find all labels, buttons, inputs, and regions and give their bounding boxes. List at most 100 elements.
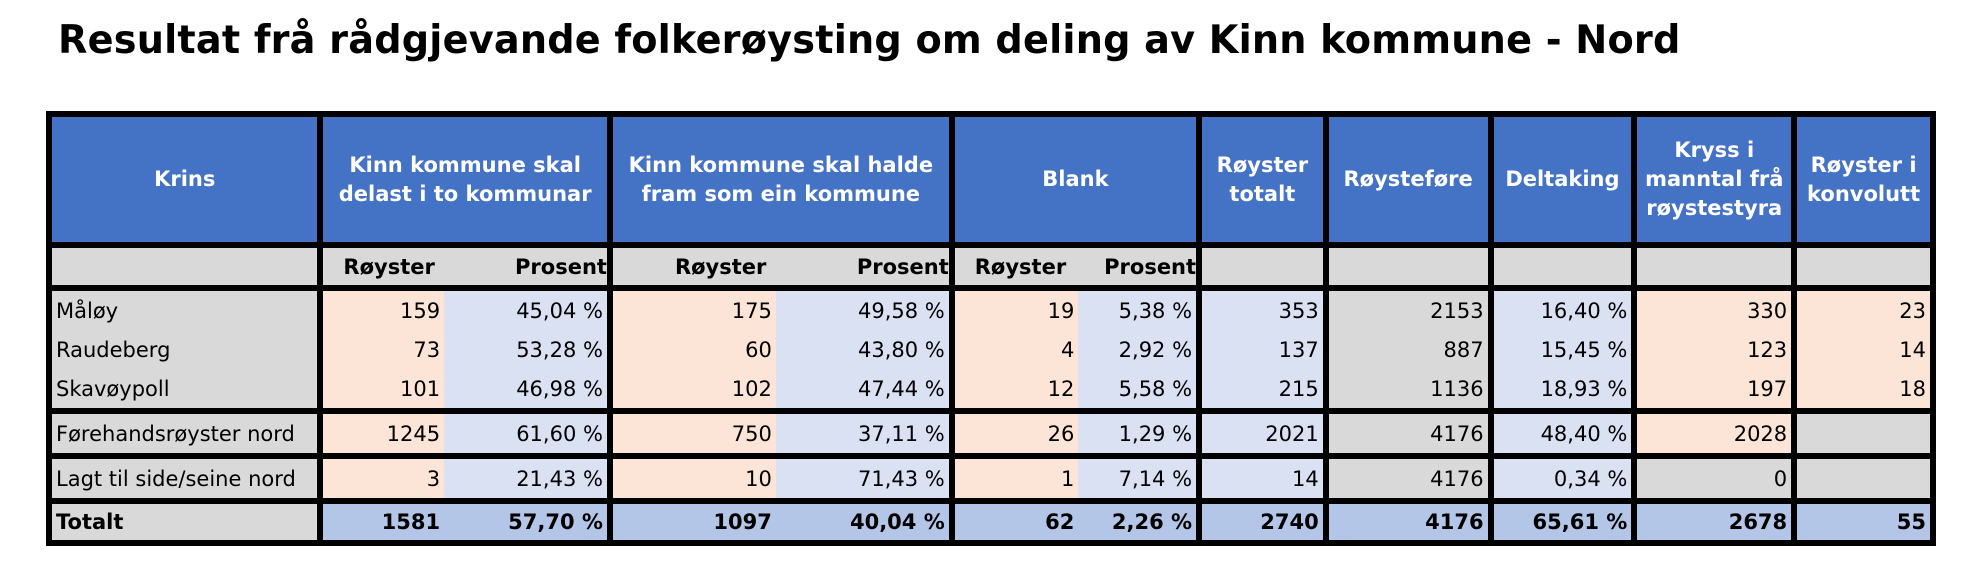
royster-totalt: 137 bbox=[1199, 330, 1329, 369]
total-delast-royster: 1581 bbox=[320, 501, 445, 543]
total-kryss: 2678 bbox=[1634, 501, 1798, 543]
header-krins: Krins bbox=[45, 111, 324, 248]
total-label: Totalt bbox=[49, 501, 324, 543]
page-title: Resultat frå rådgjevande folkerøysting o… bbox=[58, 18, 1681, 63]
total-roystefore: 4176 bbox=[1325, 501, 1494, 543]
table-row: Førehandsrøyster nord 1245 61,60 % 750 3… bbox=[49, 411, 1933, 459]
halde-royster: 175 bbox=[609, 288, 776, 330]
delast-royster: 1245 bbox=[320, 411, 445, 459]
subheader-empty bbox=[1322, 245, 1494, 291]
deltaking: 48,40 % bbox=[1490, 411, 1638, 459]
roystefore: 887 bbox=[1325, 330, 1494, 369]
subheader-royster: Røyster bbox=[317, 245, 445, 291]
roystefore: 4176 bbox=[1325, 456, 1494, 504]
konvolutt: 18 bbox=[1794, 369, 1933, 414]
delast-prosent: 46,98 % bbox=[444, 369, 613, 414]
krins-name: Raudeberg bbox=[49, 330, 324, 369]
kryss: 2028 bbox=[1634, 411, 1798, 459]
total-blank-prosent: 2,26 % bbox=[1078, 501, 1203, 543]
total-royster-totalt: 2740 bbox=[1199, 501, 1329, 543]
krins-name: Førehandsrøyster nord bbox=[49, 411, 324, 459]
delast-royster: 101 bbox=[320, 369, 445, 414]
krins-name: Måløy bbox=[49, 288, 324, 330]
header-konvolutt: Røyster i konvolutt bbox=[1791, 111, 1936, 248]
subheader-row: Røyster Prosent Røyster Prosent Røyster … bbox=[45, 245, 1936, 291]
subheader-empty bbox=[1487, 245, 1638, 291]
header-row: Krins Kinn kommune skal delast i to komm… bbox=[45, 111, 1936, 248]
konvolutt bbox=[1794, 456, 1933, 504]
blank-royster: 26 bbox=[951, 411, 1079, 459]
royster-totalt: 14 bbox=[1199, 456, 1329, 504]
table-row: Raudeberg 73 53,28 % 60 43,80 % 4 2,92 %… bbox=[49, 330, 1933, 369]
header-delast: Kinn kommune skal delast i to kommunar bbox=[317, 111, 613, 248]
kryss: 0 bbox=[1634, 456, 1798, 504]
roystefore: 4176 bbox=[1325, 411, 1494, 459]
roystefore: 1136 bbox=[1325, 369, 1494, 414]
total-halde-royster: 1097 bbox=[609, 501, 776, 543]
subheader-empty bbox=[1196, 245, 1329, 291]
subheader-royster: Røyster bbox=[948, 245, 1079, 291]
blank-royster: 19 bbox=[951, 288, 1079, 330]
subheader-empty bbox=[45, 245, 324, 291]
total-deltaking: 65,61 % bbox=[1490, 501, 1638, 543]
subheader-empty bbox=[1631, 245, 1798, 291]
halde-prosent: 37,11 % bbox=[775, 411, 955, 459]
total-blank-royster: 62 bbox=[951, 501, 1079, 543]
blank-prosent: 7,14 % bbox=[1078, 456, 1203, 504]
konvolutt bbox=[1794, 411, 1933, 459]
header-roystefore: Røysteføre bbox=[1322, 111, 1494, 248]
total-konvolutt: 55 bbox=[1794, 501, 1933, 543]
subheader-prosent: Prosent bbox=[775, 245, 955, 291]
header-kryss: Kryss i manntal frå røystestyra bbox=[1631, 111, 1798, 248]
total-halde-prosent: 40,04 % bbox=[775, 501, 955, 543]
halde-royster: 750 bbox=[609, 411, 776, 459]
krins-name: Lagt til side/seine nord bbox=[49, 456, 324, 504]
roystefore: 2153 bbox=[1325, 288, 1494, 330]
deltaking: 0,34 % bbox=[1490, 456, 1638, 504]
table-row: Måløy 159 45,04 % 175 49,58 % 19 5,38 % … bbox=[49, 288, 1933, 330]
blank-royster: 1 bbox=[951, 456, 1079, 504]
halde-prosent: 71,43 % bbox=[775, 456, 955, 504]
halde-royster: 102 bbox=[609, 369, 776, 414]
delast-prosent: 45,04 % bbox=[444, 288, 613, 330]
blank-prosent: 5,38 % bbox=[1078, 288, 1203, 330]
deltaking: 16,40 % bbox=[1490, 288, 1638, 330]
konvolutt: 23 bbox=[1794, 288, 1933, 330]
header-halde: Kinn kommune skal halde fram som ein kom… bbox=[606, 111, 955, 248]
delast-prosent: 53,28 % bbox=[444, 330, 613, 369]
blank-royster: 12 bbox=[951, 369, 1079, 414]
blank-prosent: 1,29 % bbox=[1078, 411, 1203, 459]
royster-totalt: 2021 bbox=[1199, 411, 1329, 459]
halde-prosent: 43,80 % bbox=[775, 330, 955, 369]
delast-prosent: 21,43 % bbox=[444, 456, 613, 504]
subheader-prosent: Prosent bbox=[1078, 245, 1203, 291]
deltaking: 15,45 % bbox=[1490, 330, 1638, 369]
blank-prosent: 5,58 % bbox=[1078, 369, 1203, 414]
krins-name: Skavøypoll bbox=[49, 369, 324, 414]
blank-prosent: 2,92 % bbox=[1078, 330, 1203, 369]
total-row: Totalt 1581 57,70 % 1097 40,04 % 62 2,26… bbox=[49, 501, 1933, 543]
subheader-prosent: Prosent bbox=[444, 245, 613, 291]
header-blank: Blank bbox=[948, 111, 1203, 248]
header-deltaking: Deltaking bbox=[1487, 111, 1638, 248]
delast-royster: 159 bbox=[320, 288, 445, 330]
total-delast-prosent: 57,70 % bbox=[444, 501, 613, 543]
blank-royster: 4 bbox=[951, 330, 1079, 369]
delast-royster: 3 bbox=[320, 456, 445, 504]
table-row: Lagt til side/seine nord 3 21,43 % 10 71… bbox=[49, 456, 1933, 504]
kryss: 123 bbox=[1634, 330, 1798, 369]
deltaking: 18,93 % bbox=[1490, 369, 1638, 414]
table-row: Skavøypoll 101 46,98 % 102 47,44 % 12 5,… bbox=[49, 369, 1933, 414]
halde-prosent: 47,44 % bbox=[775, 369, 955, 414]
kryss: 330 bbox=[1634, 288, 1798, 330]
subheader-royster: Røyster bbox=[606, 245, 776, 291]
halde-royster: 10 bbox=[609, 456, 776, 504]
royster-totalt: 353 bbox=[1199, 288, 1329, 330]
halde-prosent: 49,58 % bbox=[775, 288, 955, 330]
royster-totalt: 215 bbox=[1199, 369, 1329, 414]
konvolutt: 14 bbox=[1794, 330, 1933, 369]
delast-prosent: 61,60 % bbox=[444, 411, 613, 459]
delast-royster: 73 bbox=[320, 330, 445, 369]
kryss: 197 bbox=[1634, 369, 1798, 414]
results-table: Krins Kinn kommune skal delast i to komm… bbox=[45, 111, 1936, 546]
